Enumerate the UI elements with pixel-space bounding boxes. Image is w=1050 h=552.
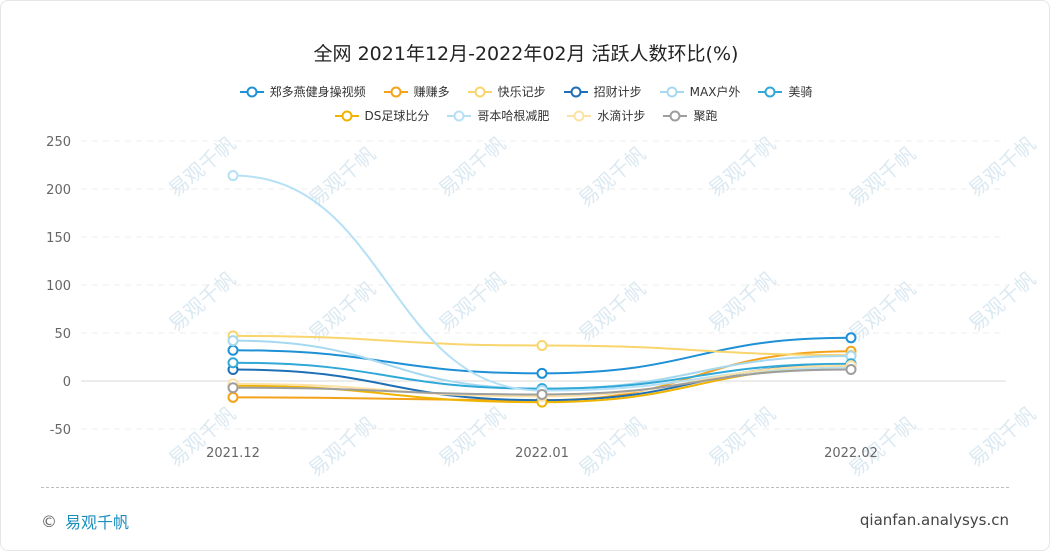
legend-item[interactable]: MAX户外 xyxy=(659,83,741,100)
data-point xyxy=(536,339,548,351)
legend-label: 招财计步 xyxy=(593,85,642,99)
brand-name: 易观千帆 xyxy=(65,513,130,532)
legend-marker-icon xyxy=(663,110,688,121)
legend-marker-icon xyxy=(334,110,359,121)
legend-label: 美骑 xyxy=(788,85,813,99)
footer-divider xyxy=(41,487,1009,488)
legend-label: 哥本哈根减肥 xyxy=(477,109,550,123)
data-point xyxy=(227,391,239,403)
y-tick-label: 250 xyxy=(46,135,71,150)
legend-item[interactable]: 郑多燕健身操视频 xyxy=(239,83,366,100)
legend-marker-icon xyxy=(758,86,783,97)
y-tick-label: 200 xyxy=(46,183,71,198)
legend-item[interactable]: 招财计步 xyxy=(563,83,642,100)
legend-marker-icon xyxy=(383,86,408,97)
data-point xyxy=(845,332,857,344)
y-tick-label: 150 xyxy=(46,231,71,246)
brand: © 易观千帆 xyxy=(41,509,129,533)
legend-row-2: DS足球比分 哥本哈根减肥 水滴计步 聚跑 xyxy=(1,107,1050,124)
legend-item[interactable]: 美骑 xyxy=(758,83,812,100)
legend-item[interactable]: 水滴计步 xyxy=(567,107,645,124)
x-tick-label: 2022.01 xyxy=(515,446,569,461)
legend-label: 赚赚多 xyxy=(413,85,450,99)
y-tick-label: -50 xyxy=(50,423,71,438)
legend-marker-icon xyxy=(659,86,684,97)
x-tick-label: 2021.12 xyxy=(206,446,260,461)
legend-marker-icon xyxy=(567,110,592,121)
legend-label: MAX户外 xyxy=(689,85,741,99)
data-point xyxy=(227,382,239,394)
y-tick-label: 50 xyxy=(54,327,71,342)
data-point xyxy=(227,335,239,347)
legend-label: 聚跑 xyxy=(693,109,718,123)
data-point xyxy=(536,388,548,400)
legend-item[interactable]: DS足球比分 xyxy=(334,107,430,124)
data-point xyxy=(227,170,239,182)
legend-marker-icon xyxy=(563,86,588,97)
legend-item[interactable]: 快乐记步 xyxy=(467,83,546,100)
legend-marker-icon xyxy=(447,110,472,121)
y-tick-label: 100 xyxy=(46,279,71,294)
site-url: qianfan.analysys.cn xyxy=(859,511,1009,529)
legend-label: DS足球比分 xyxy=(364,109,430,123)
data-point xyxy=(227,344,239,356)
data-point xyxy=(536,367,548,379)
data-point xyxy=(845,363,857,375)
legend-marker-icon xyxy=(239,86,264,97)
legend-marker-icon xyxy=(467,86,492,97)
legend-label: 郑多燕健身操视频 xyxy=(269,85,366,99)
legend-item[interactable]: 哥本哈根减肥 xyxy=(447,107,549,124)
legend-item[interactable]: 聚跑 xyxy=(663,107,717,124)
y-tick-label: 0 xyxy=(63,375,71,390)
legend-label: 快乐记步 xyxy=(497,85,546,99)
legend-label: 水滴计步 xyxy=(597,109,646,123)
legend-row-1: 郑多燕健身操视频 赚赚多 快乐记步 招财计步 MAX户外 美骑 xyxy=(1,83,1050,100)
legend-item[interactable]: 赚赚多 xyxy=(383,83,450,100)
x-tick-label: 2022.02 xyxy=(824,446,878,461)
data-point xyxy=(227,357,239,369)
chart-title: 全网 2021年12月-2022年02月 活跃人数环比(%) xyxy=(313,43,739,65)
copyright-symbol: © xyxy=(41,511,57,531)
